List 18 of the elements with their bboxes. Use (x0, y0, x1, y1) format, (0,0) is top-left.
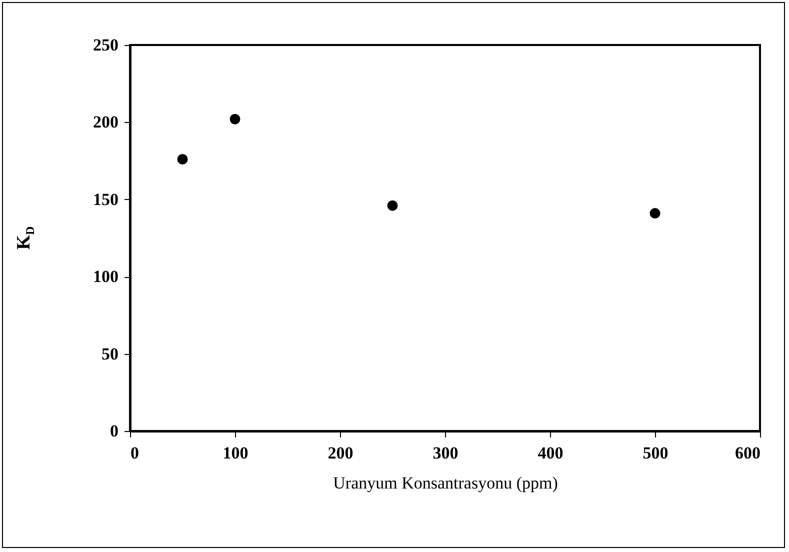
point (230, 114, 240, 124)
x-tick-label: 400 (538, 444, 564, 462)
y-tick-label: 50 (102, 344, 118, 364)
y-tick-label: 100 (93, 267, 118, 286)
x-tick-label: 500 (642, 444, 668, 462)
x-tick-label: 300 (432, 444, 458, 462)
y-tick-label: 200 (93, 112, 118, 132)
point (177, 154, 188, 164)
y-tick-label: 150 (93, 190, 118, 209)
x-axis-title: Uranyum Konsantrasyonu (ppm) (333, 474, 558, 492)
point (650, 208, 660, 219)
y-tick-label: 250 (93, 36, 118, 54)
x-tick-label: 600 (735, 444, 760, 462)
x-tick-label: 0 (130, 444, 139, 462)
x-tick-label: 100 (222, 444, 248, 462)
y-tick-label: 0 (110, 422, 118, 440)
x-tick-label: 200 (328, 444, 354, 462)
point (387, 200, 398, 211)
